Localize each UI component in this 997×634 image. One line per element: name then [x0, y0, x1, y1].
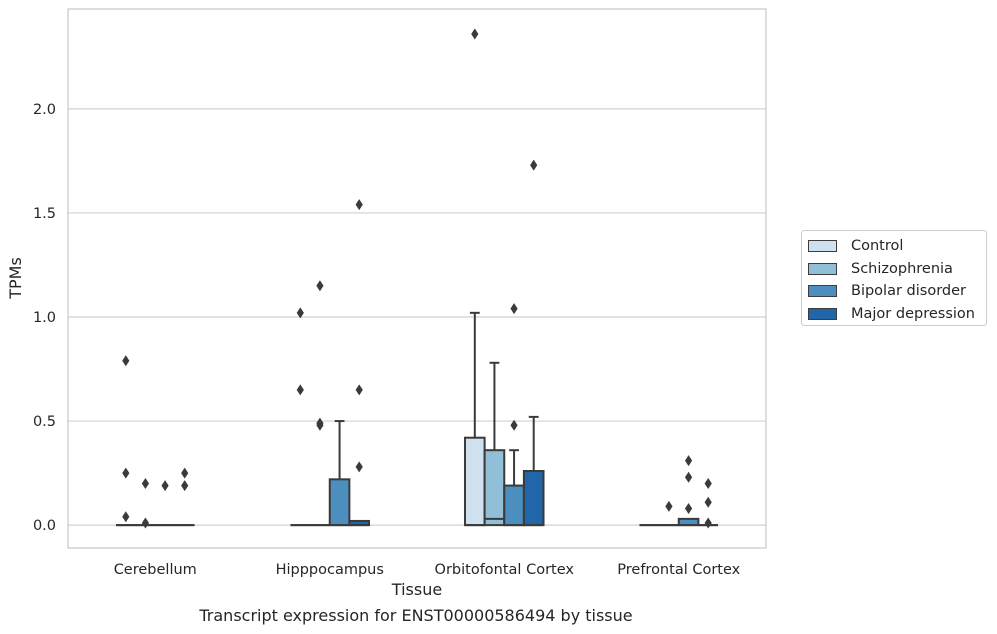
outlier-point	[471, 28, 479, 40]
legend-item-bipolar-disorder: Bipolar disorder	[808, 280, 986, 303]
x-tick-labels: Cerebellum Hipppocampus Orbitofontal Corte…	[114, 562, 741, 578]
outlier-point	[141, 477, 150, 489]
y-tick-label: 1.0	[33, 310, 56, 326]
outlier-point	[316, 280, 324, 292]
box-prefrontal-cortex-major-depression	[698, 477, 719, 529]
box-orbitofontal-cortex-control	[463, 28, 486, 527]
outlier-point	[161, 480, 169, 492]
legend-label-schizophrenia: Schizophrenia	[851, 260, 953, 277]
legend-swatch-major-depression	[808, 307, 837, 320]
outlier-point	[510, 303, 518, 315]
y-tick-label: 2.0	[33, 102, 56, 118]
x-axis-label: Tissue	[391, 580, 442, 599]
outlier-point	[181, 467, 189, 479]
outlier-point	[704, 477, 712, 489]
outlier-point	[122, 511, 130, 523]
x-tick-label: Prefrontal Cortex	[617, 562, 740, 578]
outlier-point	[530, 159, 538, 171]
legend-item-major-depression: Major depression	[808, 303, 986, 326]
y-tick-label: 0.5	[33, 414, 56, 430]
outlier-point	[122, 467, 130, 479]
y-axis-label: TPMs	[6, 257, 25, 300]
outlier-point	[355, 384, 363, 396]
box-series	[115, 28, 719, 529]
outlier-point	[296, 384, 304, 396]
box-cerebellum-schizophrenia	[135, 477, 156, 529]
box-body	[463, 436, 486, 527]
legend-swatch-control	[808, 240, 837, 253]
box-cerebellum-bipolar-disorder	[155, 480, 175, 527]
outlier-point	[316, 419, 324, 431]
box-prefrontal-cortex-bipolar-disorder	[677, 455, 700, 527]
box-hipppocampus-schizophrenia	[310, 280, 330, 527]
outlier-point	[141, 517, 150, 529]
legend-label-bipolar-disorder: Bipolar disorder	[851, 283, 966, 300]
outlier-point	[510, 419, 518, 431]
box-hipppocampus-major-depression	[348, 199, 371, 527]
y-tick-label: 1.5	[33, 206, 56, 222]
legend-label-major-depression: Major depression	[851, 305, 975, 322]
outlier-point	[684, 502, 693, 514]
outlier-point	[355, 461, 363, 473]
outlier-point	[704, 496, 712, 508]
legend-swatch-schizophrenia	[808, 262, 837, 275]
chart-caption: Transcript expression for ENST0000058649…	[199, 606, 633, 625]
box-body	[483, 449, 506, 527]
outlier-point	[704, 517, 712, 529]
outlier-point	[665, 500, 673, 512]
legend-swatch-bipolar-disorder	[808, 285, 837, 298]
box-cerebellum-major-depression	[174, 467, 195, 527]
box-hipppocampus-bipolar-disorder	[328, 420, 351, 527]
grid-lines	[68, 108, 766, 526]
y-tick-labels: 0.0 0.5 1.0 1.5 2.0	[33, 102, 56, 534]
box-cerebellum-control	[115, 355, 136, 527]
box-body	[522, 470, 545, 527]
x-tick-label: Orbitofontal Cortex	[435, 562, 575, 578]
box-orbitofontal-cortex-schizophrenia	[483, 361, 506, 527]
box-body	[503, 484, 525, 527]
box-orbitofontal-cortex-major-depression	[522, 159, 545, 527]
outlier-point	[684, 471, 693, 483]
plot-area-frame	[67, 8, 767, 549]
outlier-point	[684, 455, 693, 467]
legend-label-control: Control	[851, 238, 904, 255]
outlier-point	[122, 355, 130, 367]
legend-item-control: Control	[808, 235, 986, 258]
legend: Control Schizophrenia Bipolar disorder M…	[801, 230, 987, 326]
outlier-point	[296, 307, 304, 319]
x-tick-label: Cerebellum	[114, 562, 197, 578]
outlier-point	[355, 199, 363, 211]
x-tick-label: Hipppocampus	[276, 562, 384, 578]
box-body	[328, 478, 351, 527]
box-hipppocampus-control	[290, 307, 311, 527]
box-prefrontal-cortex-schizophrenia	[659, 500, 679, 527]
legend-item-schizophrenia: Schizophrenia	[808, 258, 986, 281]
y-tick-label: 0.0	[33, 518, 56, 534]
box-orbitofontal-cortex-bipolar-disorder	[503, 303, 525, 527]
outlier-point	[181, 480, 189, 492]
